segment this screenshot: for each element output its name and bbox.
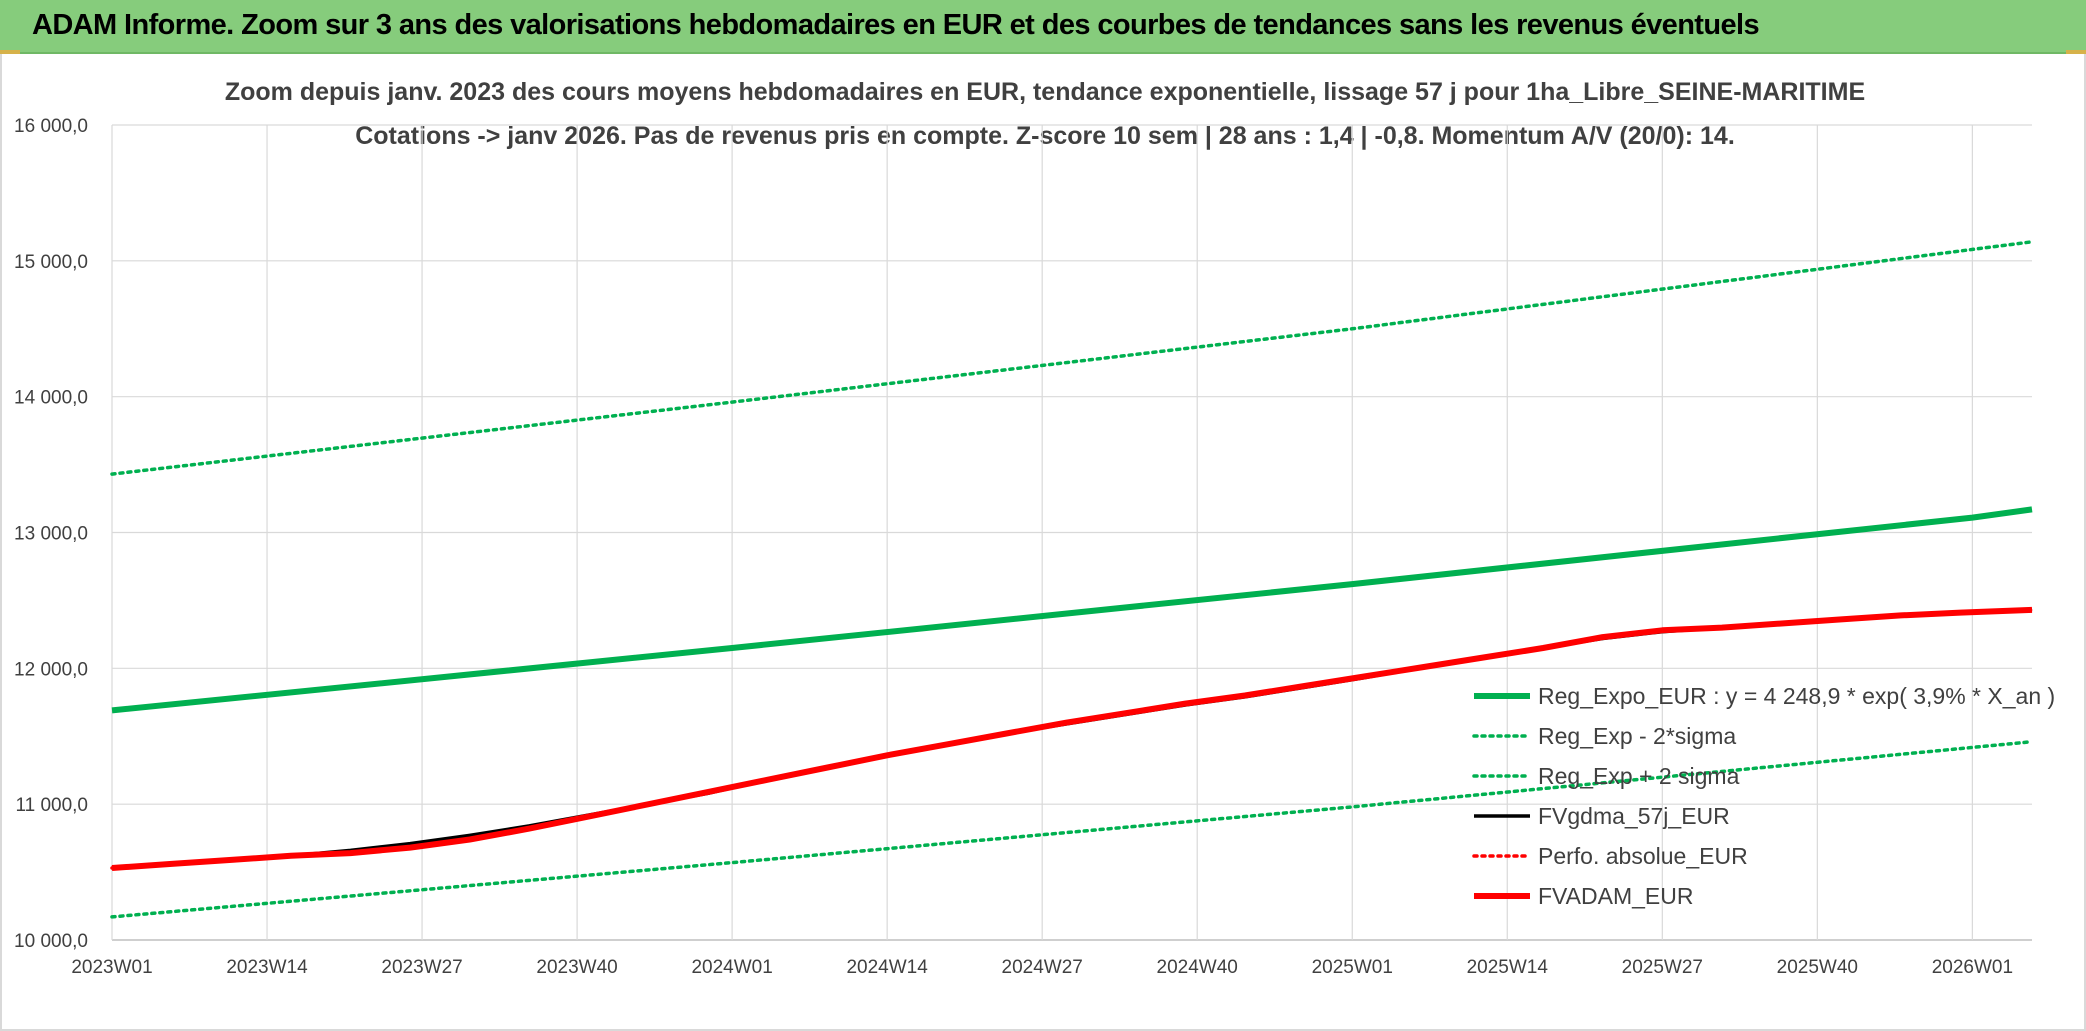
series-lines	[110, 240, 2034, 919]
x-tick-label: 2025W40	[1777, 957, 1858, 978]
legend: Reg_Expo_EUR : y = 4 248,9 * exp( 3,9% *…	[1472, 683, 2055, 909]
y-tick-label: 12 000,0	[14, 659, 88, 680]
legend-label: Perfo. absolue_EUR	[1538, 843, 1748, 869]
chart-svg: Zoom depuis janv. 2023 des cours moyens …	[14, 78, 2055, 978]
x-tick-label: 2023W14	[226, 957, 308, 978]
x-tick-label: 2026W01	[1932, 957, 2013, 978]
series-line-1	[110, 739, 2034, 919]
y-tick-label: 14 000,0	[14, 388, 88, 409]
y-axis-ticks: 10 000,0 11 000,0 12 000,0 13 000,0 14 000,0…	[14, 116, 88, 952]
y-tick-label: 10 000,0	[14, 931, 88, 952]
report-header: ADAM Informe. Zoom sur 3 ans des valoris…	[0, 0, 2086, 54]
x-tick-label: 2025W27	[1622, 957, 1703, 978]
x-tick-label: 2025W14	[1467, 957, 1549, 978]
legend-label: Reg_Exp - 2*sigma	[1538, 723, 1736, 749]
x-tick-label: 2023W01	[71, 957, 152, 978]
y-tick-label: 16 000,0	[14, 116, 88, 137]
series-line-4	[110, 608, 2034, 870]
series-line-3	[111, 608, 2033, 870]
legend-label: Reg_Exp + 2 sigma	[1538, 763, 1740, 789]
chart-title: Zoom depuis janv. 2023 des cours moyens …	[225, 78, 1865, 106]
x-tick-label: 2024W27	[1002, 957, 1083, 978]
legend-label: Reg_Expo_EUR : y = 4 248,9 * exp( 3,9% *…	[1538, 683, 2055, 709]
x-tick-label: 2024W40	[1157, 957, 1238, 978]
series-line-2	[110, 240, 2034, 476]
x-tick-label: 2023W27	[381, 957, 462, 978]
legend-label: FVgdma_57j_EUR	[1538, 803, 1730, 829]
x-tick-label: 2025W01	[1312, 957, 1393, 978]
report-title: ADAM Informe. Zoom sur 3 ans des valoris…	[32, 9, 1760, 41]
series-line-5	[111, 606, 2033, 871]
chart-frame: Zoom depuis janv. 2023 des cours moyens …	[0, 54, 2086, 1031]
chart-subtitle: Cotations -> janv 2026. Pas de revenus p…	[355, 122, 1735, 150]
x-tick-label: 2023W40	[536, 957, 617, 978]
y-tick-label: 13 000,0	[14, 524, 88, 545]
header-tab-right	[2066, 50, 2086, 54]
series-line-0	[111, 506, 2033, 714]
y-tick-label: 15 000,0	[14, 252, 88, 273]
x-tick-label: 2024W01	[691, 957, 772, 978]
legend-label: FVADAM_EUR	[1538, 883, 1694, 909]
x-tick-label: 2024W14	[846, 957, 928, 978]
y-tick-label: 11 000,0	[15, 795, 88, 816]
x-axis-ticks: 2023W01 2023W14 2023W27 2023W40 2024W01 2024W…	[71, 957, 2013, 978]
header-tab-left	[0, 50, 20, 54]
grid-lines	[111, 124, 2032, 941]
